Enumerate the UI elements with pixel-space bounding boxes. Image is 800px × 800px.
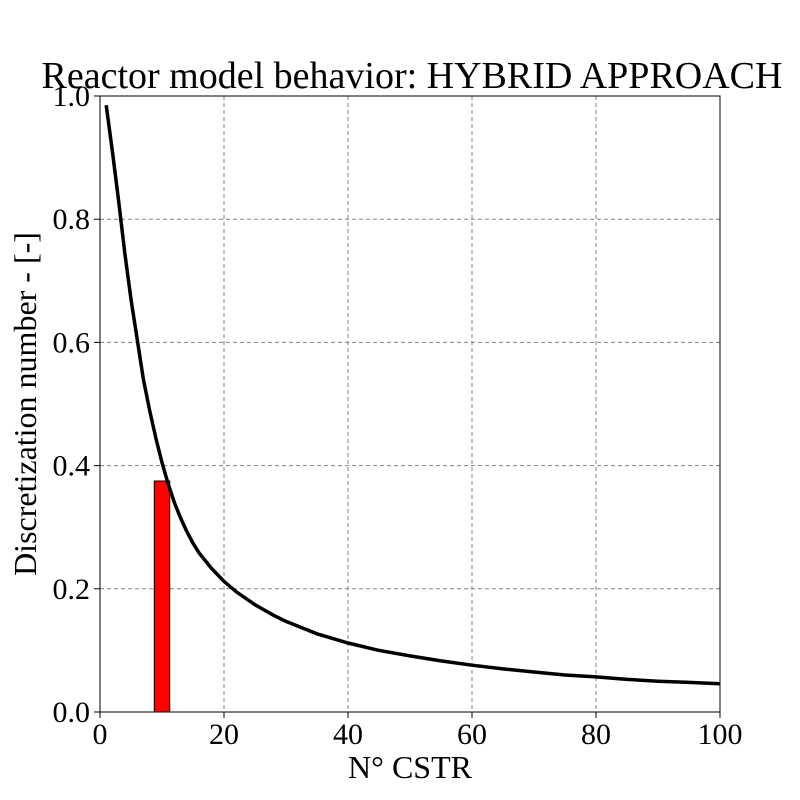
plot-frame	[99, 95, 721, 713]
x-tick-label: 60	[457, 718, 487, 751]
line-series	[104, 104, 721, 686]
y-axis-label: Discretization number - [-]	[7, 232, 43, 576]
y-tick-label: 1.0	[53, 80, 91, 113]
chart-title: Reactor model behavior: HYBRID APPROACH	[42, 55, 783, 97]
y-tick-label: 0.2	[53, 573, 91, 606]
x-tick-label: 80	[581, 718, 611, 751]
x-axis-label: N° CSTR	[348, 749, 473, 785]
grid	[100, 96, 720, 712]
y-tick-label: 0.8	[53, 203, 91, 236]
y-tick-label: 0.6	[53, 326, 91, 359]
y-axis-ticks: 0.0 0.2 0.4 0.6 0.8 1.0	[53, 80, 100, 729]
x-tick-label: 0	[93, 718, 108, 751]
x-tick-label: 20	[209, 718, 239, 751]
x-tick-label: 40	[333, 718, 363, 751]
line-series-path	[104, 104, 721, 686]
y-tick-label: 0.0	[53, 696, 91, 729]
y-tick-label: 0.4	[53, 450, 91, 483]
bar	[153, 480, 171, 713]
bar-series	[153, 480, 171, 713]
x-axis-ticks: 0 20 40 60 80 100	[93, 712, 743, 751]
x-tick-label: 100	[698, 718, 743, 751]
